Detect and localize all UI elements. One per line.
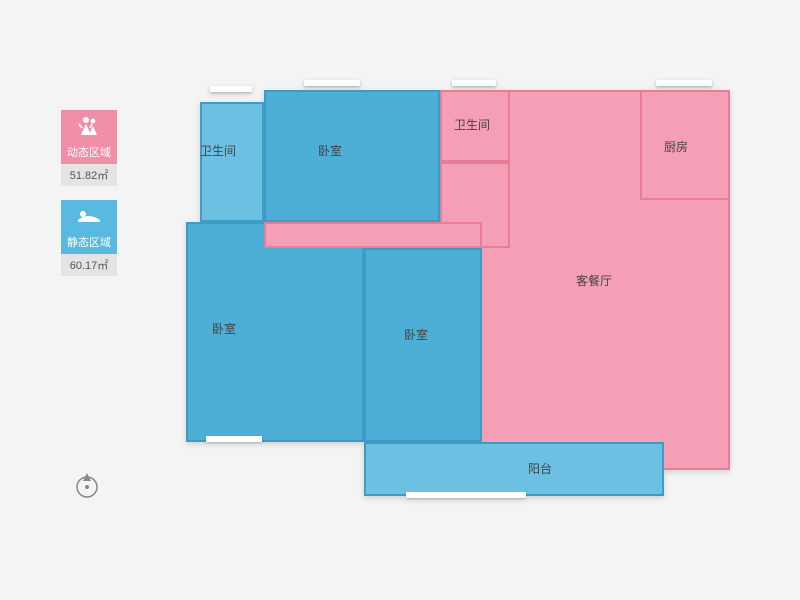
room-balcony xyxy=(364,442,664,496)
room-label-bath2: 卫生间 xyxy=(454,116,490,133)
room-label-bath1: 卫生间 xyxy=(200,142,236,159)
window-2 xyxy=(452,80,496,86)
legend: 动态区域 51.82㎡ 静态区域 60.17㎡ xyxy=(54,110,124,290)
floorplan: 客餐厅卫生间卧室卫生间厨房卧室卧室阳台 xyxy=(186,80,746,540)
room-label-bed3: 卧室 xyxy=(404,326,428,343)
room-label-bed1: 卧室 xyxy=(318,142,342,159)
window-1 xyxy=(304,80,360,86)
legend-dynamic-value: 51.82㎡ xyxy=(61,164,117,186)
window-5 xyxy=(406,492,526,498)
window-3 xyxy=(656,80,712,86)
room-bath1 xyxy=(200,102,264,222)
people-icon xyxy=(61,110,117,140)
window-0 xyxy=(210,86,252,92)
room-label-balcony: 阳台 xyxy=(528,460,552,477)
room-label-bed2: 卧室 xyxy=(212,320,236,337)
room-bed1 xyxy=(264,90,440,222)
legend-dynamic-label: 动态区域 xyxy=(61,140,117,164)
legend-static-label: 静态区域 xyxy=(61,230,117,254)
room-hallLeft xyxy=(264,222,482,248)
legend-static: 静态区域 60.17㎡ xyxy=(61,200,117,276)
sleep-icon xyxy=(61,200,117,230)
window-4 xyxy=(206,436,262,442)
room-label-kitchen: 厨房 xyxy=(664,138,688,155)
room-label-living: 客餐厅 xyxy=(576,272,612,289)
legend-dynamic: 动态区域 51.82㎡ xyxy=(61,110,117,186)
compass-icon xyxy=(72,470,102,500)
legend-static-value: 60.17㎡ xyxy=(61,254,117,276)
room-bed3 xyxy=(364,248,482,442)
